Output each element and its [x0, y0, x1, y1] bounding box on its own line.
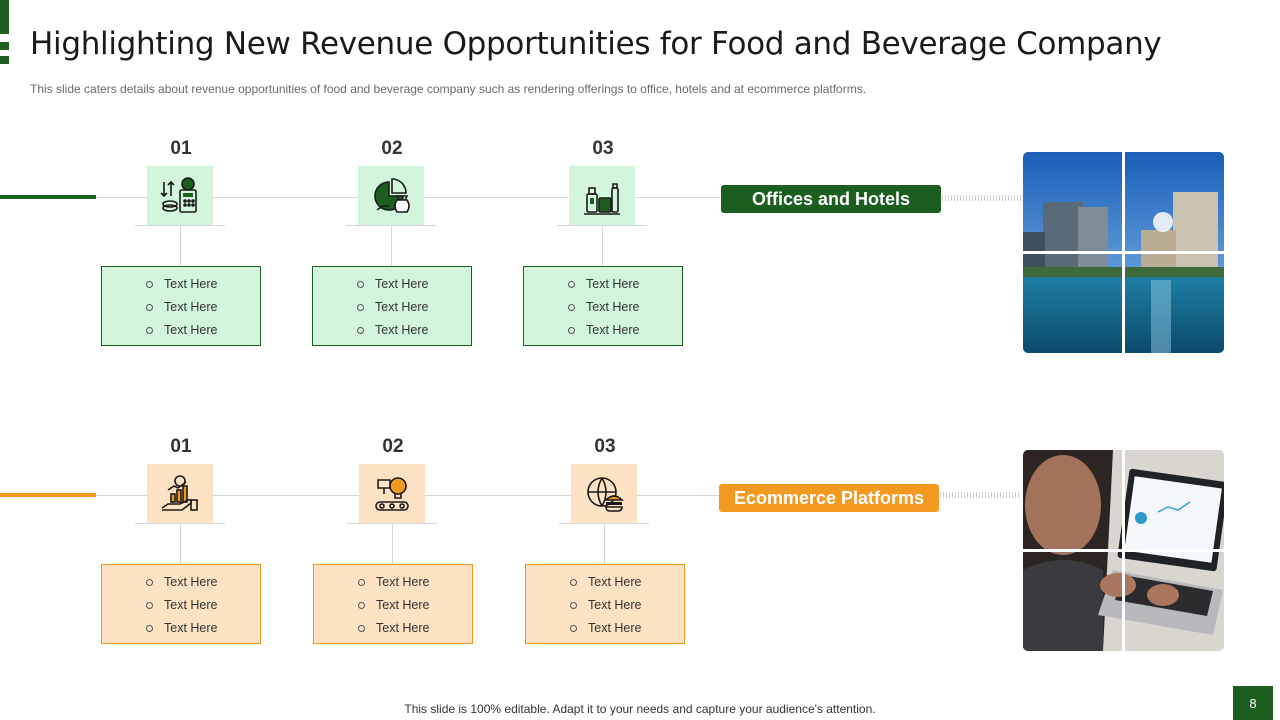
bullet-box: Text Here Text Here Text Here: [312, 266, 472, 346]
bullet-item: Text Here: [358, 619, 472, 642]
bullet-box: Text Here Text Here Text Here: [101, 564, 261, 644]
step-card: 02 Text Here Text Here Text Here: [312, 135, 472, 375]
section-offices-hotels: 01 Text Here Text Here Text Here 02: [0, 135, 1280, 375]
bullet-box: Text Here Text Here Text Here: [525, 564, 685, 644]
bullet-item: Text Here: [570, 596, 684, 619]
step-number: 03: [592, 138, 614, 159]
step-number: 02: [382, 436, 404, 457]
section-accent-line: [0, 493, 96, 497]
section-label: Ecommerce Platforms: [719, 484, 939, 512]
step-card: 03 Text Here Text Here Text Here: [523, 135, 683, 375]
page-number: 8: [1233, 686, 1273, 720]
bullet-item: Text Here: [146, 321, 260, 344]
idea-production-icon: [359, 464, 425, 524]
bullet-box: Text Here Text Here Text Here: [101, 266, 261, 346]
step-number: 03: [594, 436, 616, 457]
pie-chart-money-bag-icon: [358, 166, 424, 226]
bullet-item: Text Here: [568, 275, 682, 298]
step-number: 01: [170, 436, 192, 457]
bullet-item: Text Here: [146, 275, 260, 298]
bullet-item: Text Here: [146, 619, 260, 642]
bullet-item: Text Here: [146, 298, 260, 321]
step-number: 02: [381, 138, 403, 159]
section-accent-line: [0, 195, 96, 199]
connector-dashes: [942, 195, 1022, 201]
food-products-icon: [569, 166, 635, 226]
footer-note: This slide is 100% editable. Adapt it to…: [404, 702, 876, 716]
step-number: 01: [170, 138, 192, 159]
bullet-item: Text Here: [358, 573, 472, 596]
bullet-item: Text Here: [357, 298, 471, 321]
bullet-item: Text Here: [568, 321, 682, 344]
bullet-item: Text Here: [570, 573, 684, 596]
corner-accent-bar: [0, 42, 9, 50]
slide-title: Highlighting New Revenue Opportunities f…: [30, 26, 1162, 62]
bullet-item: Text Here: [146, 596, 260, 619]
section-label: Offices and Hotels: [721, 185, 941, 213]
bullet-item: Text Here: [358, 596, 472, 619]
finance-calculator-icon: [147, 166, 213, 226]
slide-subtitle: This slide caters details about revenue …: [30, 82, 867, 96]
person-laptop-photo: [1023, 450, 1224, 651]
corner-accent-bar: [0, 56, 9, 64]
bullet-box: Text Here Text Here Text Here: [313, 564, 473, 644]
bullet-item: Text Here: [568, 298, 682, 321]
hand-growth-chart-icon: [147, 464, 213, 524]
city-waterfront-photo: [1023, 152, 1224, 353]
step-card: 01 Text Here Text Here Text Here: [101, 135, 261, 375]
bullet-item: Text Here: [570, 619, 684, 642]
global-food-icon: [571, 464, 637, 524]
bullet-item: Text Here: [146, 573, 260, 596]
bullet-item: Text Here: [357, 321, 471, 344]
connector-dashes: [940, 492, 1020, 498]
section-ecommerce-platforms: 01 Text Here Text Here Text Here 02: [0, 433, 1280, 673]
step-card: 03 Text Here Text Here Text Here: [525, 433, 685, 673]
bullet-item: Text Here: [357, 275, 471, 298]
bullet-box: Text Here Text Here Text Here: [523, 266, 683, 346]
step-card: 01 Text Here Text Here Text Here: [101, 433, 261, 673]
step-card: 02 Text Here Text Here Text Here: [313, 433, 473, 673]
corner-accent-bar: [0, 0, 9, 34]
